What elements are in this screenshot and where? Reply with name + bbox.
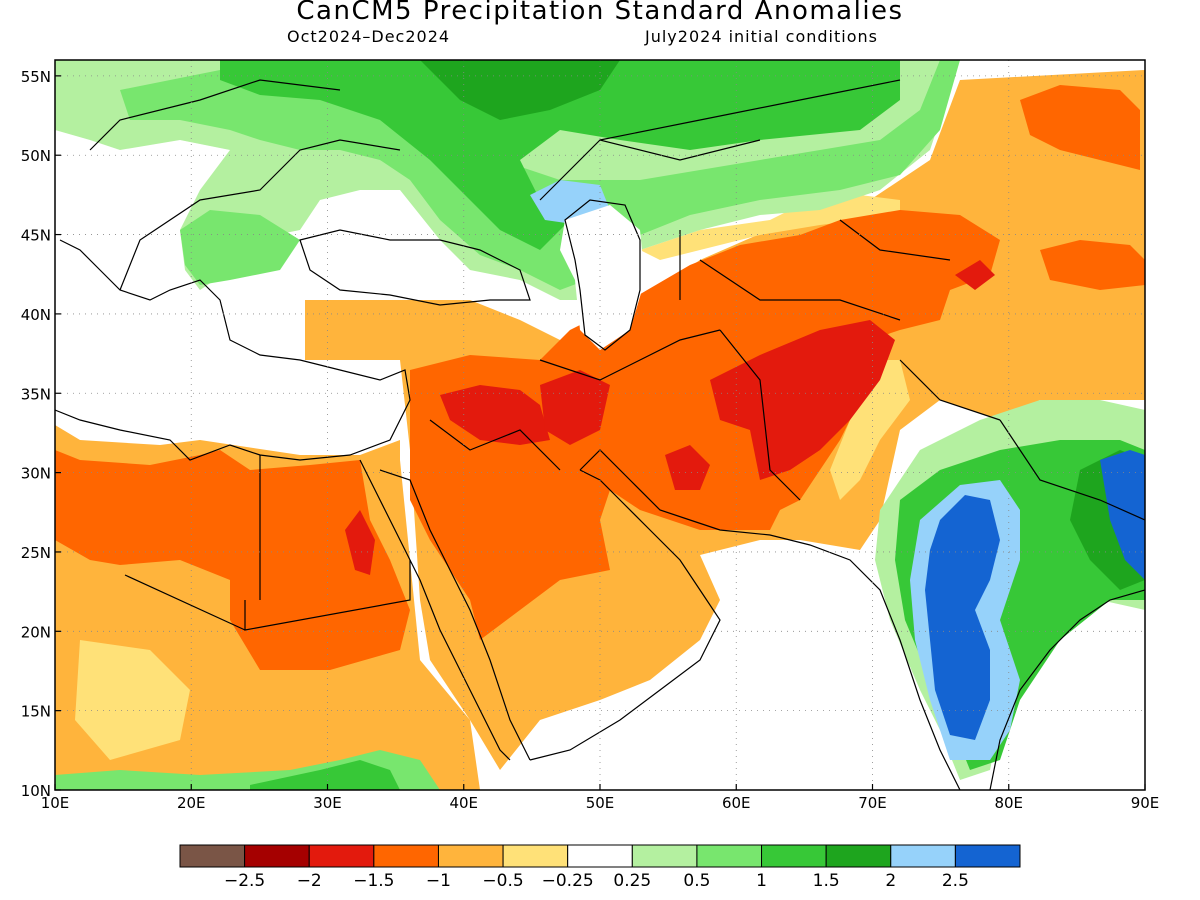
colorbar-label: 0.25 [613,871,651,891]
dry-light-region-caucasus [640,195,900,260]
colorbar-label: −0.5 [482,871,523,891]
lon-tick-label: 60E [722,794,751,812]
map-title: CanCM5 Precipitation Standard Anomalies [296,0,904,26]
latitude-labels: 10N 15N 20N 25N 30N 35N 40N 45N 50N 55N [21,68,51,800]
lat-tick-label: 50N [21,147,51,165]
lat-tick-label: 55N [21,68,51,86]
colorbar-swatch [567,844,633,868]
colorbar-swatch [631,844,698,868]
colorbar-swatch [244,844,310,868]
dry-strong-region-iran-south [665,445,710,490]
country-borders [89,79,1145,631]
colorbar-swatch [373,844,439,868]
lon-tick-label: 50E [586,794,615,812]
dry-light-region-pakistan [830,360,910,500]
lon-tick-label: 70E [858,794,887,812]
colorbar-swatch [308,844,375,868]
lat-tick-label: 10N [21,782,51,800]
lat-tick-label: 15N [21,703,51,721]
dry-strong-region-iran [540,370,610,445]
dry-region-arabia-iran-central-asia [410,210,1000,640]
extreme-wet-region-bay-of-bengal [1100,450,1145,580]
wet-moderate-region-russia [220,60,900,250]
lon-tick-label: 20E [177,794,206,812]
colorbar-label: −1.5 [353,871,394,891]
extreme-wet-region-central-india [925,495,1000,740]
dry-region-nw-china [1040,240,1145,290]
lat-tick-label: 35N [21,385,51,403]
dry-strong-region-sudan [345,510,375,575]
lat-tick-label: 20N [21,623,51,641]
dry-strong-region-syria-iraq [440,385,550,445]
colorbar-label: −0.25 [542,871,594,891]
colorbar-swatch [502,844,569,868]
colorbar-labels: −2.5 −2 −1.5 −1 −0.5 −0.25 0.25 0.5 1 1.5 2 2.5 [224,871,969,891]
dry-light-region-sudan [75,640,190,760]
colorbar-swatch [825,844,892,868]
arabian-coast [529,469,721,761]
colorbar-swatch [437,844,504,868]
lon-tick-label: 90E [1131,794,1160,812]
black-sea-coast [299,229,531,306]
anomaly-fields [55,60,1145,790]
season-label: Oct2024–Dec2024 [287,27,451,46]
dry-strong-region-afghanistan [710,320,895,480]
colorbar-swatch [696,844,763,868]
colorbar-label: 1 [756,871,767,891]
colorbar-label: 1.5 [813,871,840,891]
lon-tick-label: 10E [41,794,70,812]
colorbar [179,844,1021,868]
lon-tick-label: 80E [994,794,1023,812]
longitude-labels: 10E 20E 30E 40E 50E 60E 70E 80E 90E [41,794,1160,812]
persian-gulf-coast [579,449,961,790]
colorbar-label: −1 [426,871,451,891]
colorbar-swatch [954,844,1021,868]
colorbar-swatch [761,844,827,868]
lat-tick-label: 25N [21,544,51,562]
white-region-caspian [560,205,645,350]
colorbar-label: 2.5 [942,871,969,891]
wet-region-eastern-europe [120,60,960,290]
lat-tick-label: 45N [21,227,51,245]
lat-tick-label: 30N [21,465,51,483]
lon-tick-label: 40E [449,794,478,812]
coastlines-and-borders [55,79,1145,790]
dry-strong-region-kyrgyzstan [955,260,995,290]
colorbar-label: −2.5 [224,871,265,891]
red-sea-coast [359,459,531,761]
colorbar-swatch [890,844,956,868]
wet-moderate-region-east-africa [250,760,400,790]
colorbar-label: 0.5 [683,871,710,891]
india-east-coast [989,589,1145,790]
wet-strong-region-volga [420,60,620,120]
wet-region-balkans [180,210,300,285]
colorbar-swatch [179,844,246,868]
initial-conditions-label: July2024 initial conditions [645,27,878,46]
colorbar-label: −2 [297,871,322,891]
lat-tick-label: 40N [21,306,51,324]
dry-region-mongolia [1020,85,1140,170]
colorbar-label: 2 [885,871,896,891]
mediterranean-coast [55,239,411,461]
dry-region-sahara [55,450,410,670]
lon-tick-label: 30E [313,794,342,812]
caspian-sea-coast [564,199,641,351]
